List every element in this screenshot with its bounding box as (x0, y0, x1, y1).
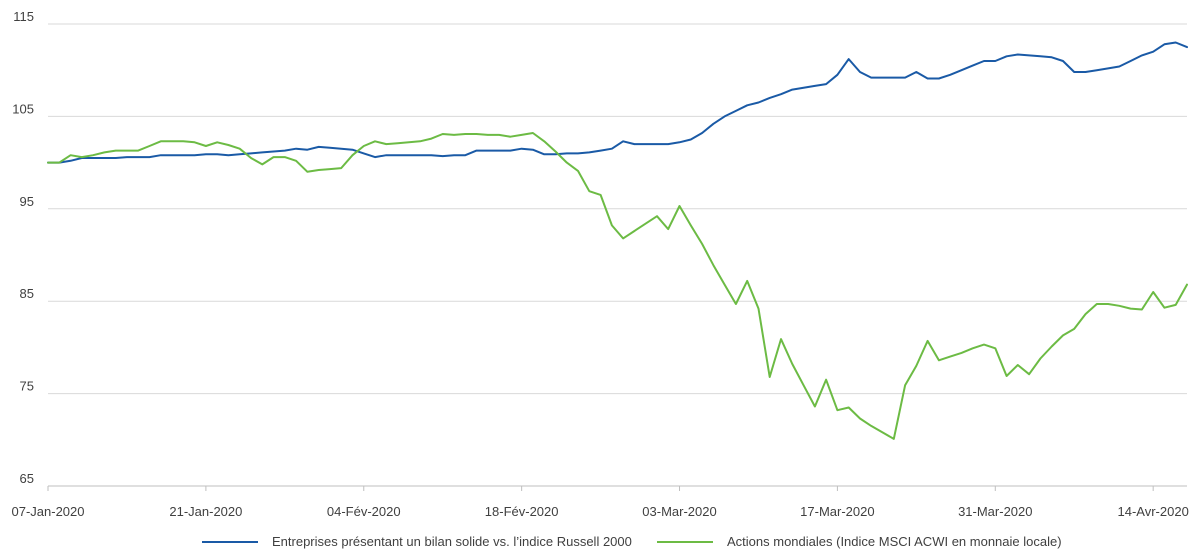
x-axis-ticks: 07-Jan-2020 21-Jan-2020 04-Fév-2020 18-Fév-… (12, 486, 1189, 519)
x-tick-label: 04-Fév-2020 (327, 504, 401, 519)
series-lines (47, 41, 1188, 440)
y-tick-label: 105 (12, 101, 34, 116)
legend: Entreprises présentant un bilan solide v… (202, 534, 1062, 549)
x-tick-label: 18-Fév-2020 (485, 504, 559, 519)
y-axis-tick-labels: 115 105 95 85 75 65 (12, 9, 34, 486)
x-tick-label: 31-Mar-2020 (958, 504, 1032, 519)
series-line-2 (47, 132, 1188, 440)
y-tick-label: 75 (20, 379, 34, 394)
legend-label-1: Entreprises présentant un bilan solide v… (272, 534, 632, 549)
x-tick-label: 07-Jan-2020 (12, 504, 85, 519)
y-tick-label: 115 (13, 9, 34, 24)
legend-label-2: Actions mondiales (Indice MSCI ACWI en m… (727, 534, 1062, 549)
y-tick-label: 65 (20, 471, 34, 486)
y-tick-label: 95 (20, 194, 34, 209)
x-tick-label: 17-Mar-2020 (800, 504, 874, 519)
x-tick-label: 21-Jan-2020 (169, 504, 242, 519)
x-tick-label: 14-Avr-2020 (1118, 504, 1189, 519)
series-line-1 (47, 41, 1188, 164)
gridlines (48, 23, 1187, 395)
x-tick-label: 03-Mar-2020 (642, 504, 716, 519)
y-tick-label: 85 (20, 286, 34, 301)
